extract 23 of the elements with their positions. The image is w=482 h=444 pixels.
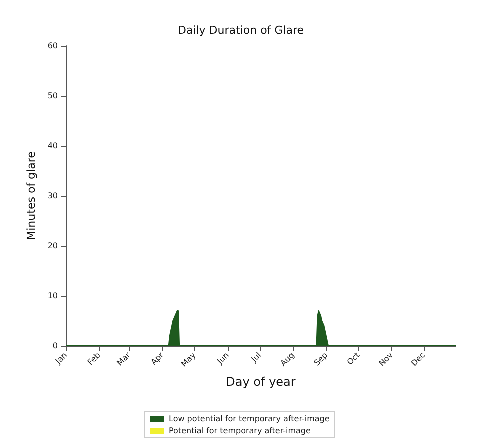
x-tick-label: Sep — [312, 350, 330, 368]
chart-title: Daily Duration of Glare — [178, 24, 304, 37]
x-tick-label: Oct — [346, 350, 362, 367]
y-tick-label: 50 — [48, 92, 58, 100]
y-tick-label: 30 — [48, 192, 58, 200]
x-tick-label: Aug — [278, 350, 296, 368]
y-axis-title: Minutes of glare — [24, 151, 38, 240]
x-tick-label: Mar — [115, 350, 133, 368]
legend-label: Potential for temporary after-image — [169, 426, 312, 436]
x-tick-label: Feb — [86, 350, 102, 368]
legend-label: Low potential for temporary after-image — [169, 414, 330, 424]
y-tick-label: 0 — [52, 342, 58, 350]
y-tick-label: 40 — [48, 142, 58, 150]
y-tick-label: 10 — [48, 292, 58, 300]
x-tick-label: Jan — [53, 350, 70, 367]
y-tick-label: 60 — [48, 42, 58, 50]
y-tick-label: 20 — [48, 242, 58, 250]
x-tick-label: Dec — [410, 350, 428, 368]
x-tick-label: Apr — [149, 350, 166, 367]
x-tick-label: Jul — [249, 350, 264, 365]
x-axis-title: Day of year — [226, 375, 296, 389]
x-tick-label: Jun — [215, 350, 231, 367]
x-tick-label: Nov — [378, 350, 396, 368]
